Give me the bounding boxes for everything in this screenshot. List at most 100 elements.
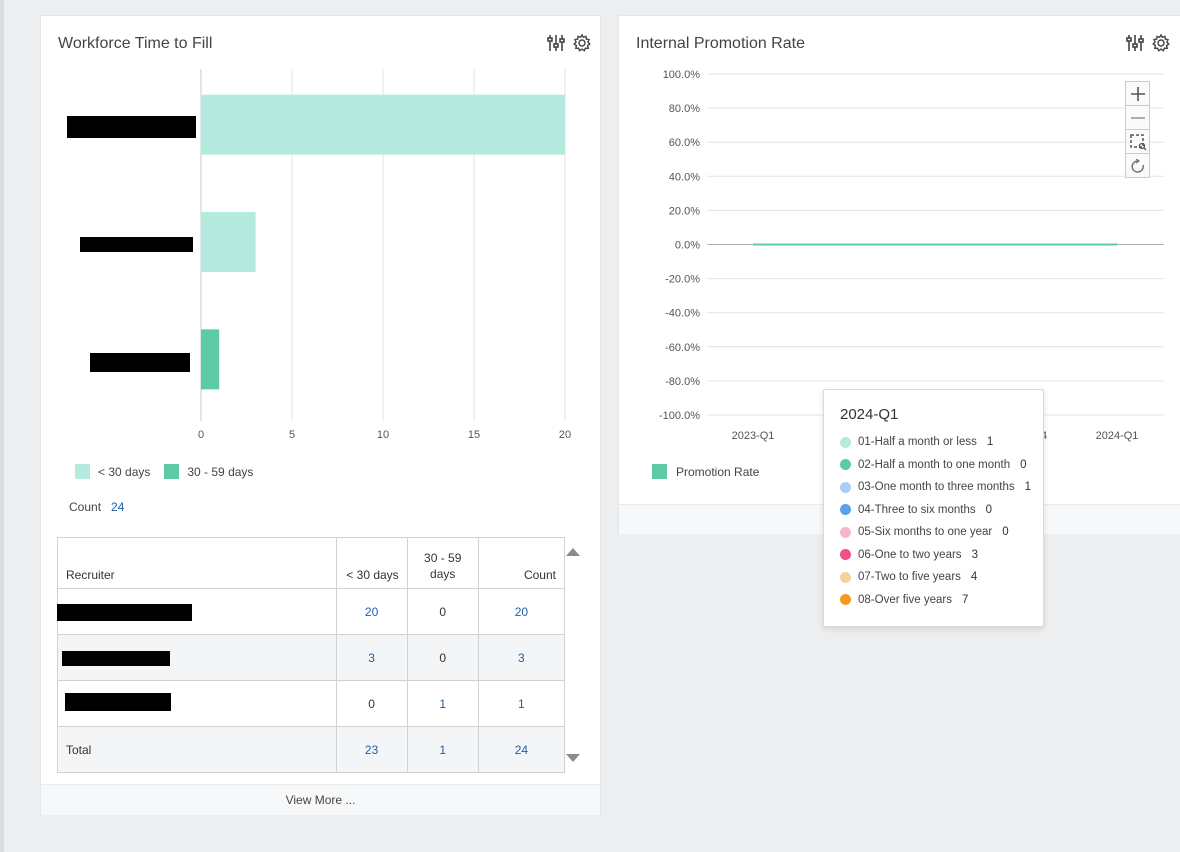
redacted-recruiter-name <box>62 651 170 666</box>
column-header-30-59[interactable]: 30 - 59 days <box>406 537 479 589</box>
tooltip-item-label: 08-Over five years <box>858 593 952 606</box>
reset-icon[interactable] <box>1125 153 1150 178</box>
x-tick-label: 4 <box>1041 430 1047 442</box>
redacted-recruiter-name <box>57 604 192 621</box>
tooltip-dot <box>840 594 851 605</box>
d30-59-cell[interactable]: 1 <box>406 680 479 727</box>
legend-swatch <box>164 464 180 479</box>
bar[interactable] <box>201 212 256 272</box>
y-tick-label: -100.0% <box>659 410 700 422</box>
tooltip-dot <box>840 459 851 470</box>
y-tick-label: 20.0% <box>669 205 700 217</box>
view-more-link[interactable]: View More ... <box>41 784 600 815</box>
legend-label[interactable]: < 30 days <box>98 464 151 479</box>
lt30-cell[interactable]: 3 <box>335 634 408 681</box>
sliders-icon[interactable] <box>1125 33 1145 53</box>
chart-tooltip: 2024-Q1 01-Half a month or less 1 02-Half … <box>823 389 1044 627</box>
legend-swatch <box>652 464 667 479</box>
d30-59-cell: 0 <box>406 588 479 635</box>
workforce-time-to-fill-card: Workforce Time to Fill 0 5 10 15 20 < 30 day… <box>40 15 601 815</box>
tooltip-item-value: 0 <box>1002 526 1009 538</box>
tooltip-item-label: 05-Six months to one year <box>858 526 993 538</box>
tooltip-item: 02-Half a month to one month 0 <box>840 459 1027 471</box>
y-tick-label: 0.0% <box>675 240 700 252</box>
box-zoom-icon[interactable] <box>1125 129 1150 154</box>
column-header-lt30[interactable]: < 30 days <box>335 537 408 589</box>
y-tick-label: 100.0% <box>663 69 701 81</box>
total-count-cell[interactable]: 24 <box>477 726 566 773</box>
gear-icon[interactable] <box>1151 33 1171 53</box>
header-text: 30 - 59 days <box>424 551 462 581</box>
d30-59-cell: 0 <box>406 634 479 681</box>
tooltip-item-label: 04-Three to six months <box>858 503 976 516</box>
tooltip-item-value: 0 <box>985 503 993 516</box>
count-cell[interactable]: 1 <box>477 680 566 727</box>
legend-label[interactable]: 30 - 59 days <box>187 464 254 479</box>
scroll-down-arrow[interactable] <box>566 754 580 762</box>
redacted-category-label <box>67 116 196 138</box>
redacted-category-label <box>80 237 193 252</box>
tooltip-item: 07-Two to five years 4 <box>840 571 977 583</box>
tooltip-item: 06-One to two years 3 <box>840 549 978 561</box>
y-tick-label: 60.0% <box>669 137 700 149</box>
y-tick-label: -80.0% <box>665 376 700 388</box>
legend-swatch <box>75 464 90 479</box>
lt30-cell: 0 <box>335 680 408 727</box>
count-cell[interactable]: 3 <box>477 634 566 681</box>
tooltip-item: 05-Six months to one year 0 <box>840 526 1009 538</box>
tooltip-title: 2024-Q1 <box>840 406 899 423</box>
bar[interactable] <box>201 329 220 390</box>
tooltip-item-value: 0 <box>1020 458 1027 471</box>
tooltip-dot <box>840 571 851 583</box>
y-tick-label: -40.0% <box>665 308 700 320</box>
tooltip-item-label: 01-Half a month or less <box>858 436 977 448</box>
tooltip-item-value: 1 <box>1024 481 1032 493</box>
gear-icon[interactable] <box>572 33 592 53</box>
tooltip-item-label: 07-Two to five years <box>858 571 961 583</box>
total-lt30-cell[interactable]: 23 <box>335 726 408 773</box>
tooltip-item: 08-Over five years 7 <box>840 594 968 606</box>
column-header-count[interactable]: Count <box>477 537 566 589</box>
chart-legend: Promotion Rate <box>652 464 759 479</box>
total-label: Total <box>57 726 337 773</box>
count-value[interactable]: 24 <box>111 500 125 514</box>
tooltip-dot <box>840 436 851 448</box>
x-tick-label: 2023-Q1 <box>732 430 775 442</box>
chart-legend: < 30 days 30 - 59 days <box>75 464 253 479</box>
redacted-recruiter-name <box>65 693 171 711</box>
tooltip-item-label: 02-Half a month to one month <box>858 458 1011 471</box>
tooltip-dot <box>840 504 851 515</box>
card-title: Workforce Time to Fill <box>58 35 213 52</box>
count-label: Count <box>69 500 102 514</box>
count-summary: Count 24 <box>69 500 124 514</box>
minus-icon[interactable] <box>1125 105 1150 130</box>
count-cell[interactable]: 20 <box>477 588 566 635</box>
sliders-icon[interactable] <box>546 33 566 53</box>
y-tick-label: -20.0% <box>665 274 700 286</box>
promotion-rate-line-chart: 100.0% 80.0% 60.0% 40.0% 20.0% 0.0% -20.0% -40.… <box>659 69 1164 442</box>
y-tick-label: 40.0% <box>669 171 700 183</box>
tooltip-item-value: 1 <box>986 436 994 448</box>
tooltip-item-value: 7 <box>961 593 969 606</box>
total-row: Total 23 1 24 <box>57 726 566 773</box>
lt30-cell[interactable]: 20 <box>335 588 408 635</box>
tooltip-item: 01-Half a month or less 1 <box>840 436 993 448</box>
zoom-controls <box>1125 81 1150 178</box>
total-30-59-cell[interactable]: 1 <box>406 726 479 773</box>
x-tick-label: 20 <box>559 429 571 441</box>
tooltip-item-label: 06-One to two years <box>858 548 962 561</box>
tooltip-dot <box>840 481 851 493</box>
left-edge-strip <box>0 0 4 852</box>
card-toolbar <box>546 33 592 53</box>
column-header-recruiter[interactable]: Recruiter <box>57 537 337 589</box>
tooltip-item: 03-One month to three months 1 <box>840 481 1031 493</box>
legend-label[interactable]: Promotion Rate <box>676 464 760 479</box>
x-tick-label: 10 <box>377 429 389 441</box>
x-tick-label: 0 <box>198 429 204 441</box>
tooltip-item-value: 3 <box>971 548 978 561</box>
tooltip-dot <box>840 526 851 538</box>
scroll-up-arrow[interactable] <box>566 548 580 556</box>
bar[interactable] <box>201 94 565 155</box>
plus-icon[interactable] <box>1125 81 1150 106</box>
recruiter-table: Recruiter < 30 days 30 - 59 days Count 2… <box>57 537 566 773</box>
